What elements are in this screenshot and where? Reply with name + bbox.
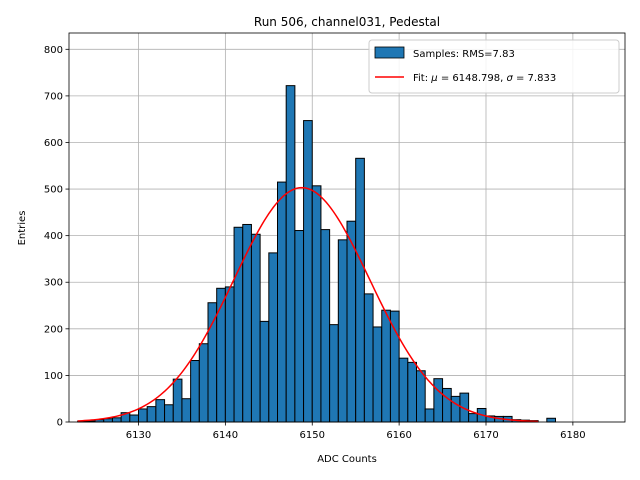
histogram-bar	[224, 286, 235, 423]
histogram-bar	[259, 320, 270, 423]
histogram-bar	[346, 220, 357, 423]
histogram-bar	[190, 360, 200, 423]
histogram-bar	[468, 413, 478, 423]
y-tick-label: 700	[44, 91, 63, 102]
histogram-bar	[242, 223, 252, 423]
histogram-bar	[277, 181, 287, 423]
x-tick-label: 6140	[213, 430, 238, 441]
histogram-bar	[198, 343, 209, 423]
histogram-bar	[424, 408, 435, 423]
legend-fit-sigma-symbol: σ	[506, 73, 513, 84]
histogram-bar	[138, 408, 148, 423]
histogram-bar	[311, 185, 322, 423]
x-axis-ticks: 6130 6140 6150 6160 6170 6180	[126, 422, 586, 441]
histogram-bar	[372, 326, 383, 423]
x-tick-label: 6170	[473, 430, 498, 441]
legend-box	[368, 39, 620, 94]
legend-fit-mu-symbol: μ	[430, 73, 437, 84]
histogram-bar	[207, 302, 218, 423]
histogram-bars	[77, 85, 556, 423]
histogram-bar	[285, 85, 296, 423]
histogram-bar	[250, 233, 261, 423]
y-tick-label: 0	[57, 418, 63, 429]
histogram-bar	[268, 252, 278, 423]
histogram-bar	[546, 417, 556, 423]
histogram-bar	[416, 370, 426, 423]
x-tick-label: 6160	[386, 430, 411, 441]
y-tick-label: 800	[44, 45, 63, 56]
histogram-bar	[103, 418, 113, 423]
histogram-bar	[294, 230, 305, 423]
x-tick-label: 6150	[300, 430, 325, 441]
histogram-bar	[146, 406, 157, 423]
histogram-bar	[320, 229, 331, 423]
histogram-bar	[216, 287, 226, 423]
histogram-bar	[355, 157, 365, 423]
histogram-bar	[303, 120, 313, 423]
histogram-bar	[389, 310, 400, 423]
legend-fit-prefix: Fit:	[413, 73, 431, 84]
y-axis-label: Entries	[17, 211, 28, 246]
histogram-bar	[407, 361, 417, 423]
histogram-bar	[442, 387, 452, 423]
fit-curve	[77, 186, 539, 423]
histogram-bar	[398, 357, 409, 423]
y-tick-label: 200	[44, 324, 63, 335]
x-tick-label: 6130	[126, 430, 151, 441]
legend-fit-sigma-value: = 7.833	[513, 73, 556, 84]
histogram-bar	[172, 378, 183, 423]
histogram-bar	[433, 378, 444, 423]
legend-hist-swatch	[374, 46, 405, 59]
legend-fit-label: Fit: μ = 6148.798, σ = 7.833	[413, 73, 556, 84]
y-tick-label: 600	[44, 138, 63, 149]
histogram-bar	[381, 309, 391, 423]
y-tick-label: 100	[44, 371, 63, 382]
histogram-bar	[111, 417, 122, 423]
x-tick-label: 6180	[560, 430, 585, 441]
x-axis-label: ADC Counts	[317, 454, 377, 465]
legend: Samples: RMS=7.83 Fit: μ = 6148.798, σ =…	[368, 39, 620, 94]
histogram-bar	[329, 324, 339, 423]
histogram-bar	[129, 414, 139, 423]
histogram-bar	[155, 399, 166, 423]
y-axis-ticks: 0 100 200 300 400 500 600 700 800	[44, 45, 69, 429]
histogram-bar	[450, 395, 461, 423]
histogram-bar	[233, 226, 244, 423]
legend-fit-mu-value: = 6148.798,	[438, 73, 507, 84]
histogram-bar	[164, 404, 174, 423]
plot-frame	[68, 32, 626, 423]
histogram-bar	[181, 398, 192, 423]
legend-hist-label: Samples: RMS=7.83	[413, 49, 515, 60]
y-tick-label: 500	[44, 185, 63, 196]
histogram-bar	[337, 239, 348, 423]
y-tick-label: 400	[44, 231, 63, 242]
histogram-bar	[363, 293, 374, 423]
y-tick-label: 300	[44, 278, 63, 289]
chart-title: Run 506, channel031, Pedestal	[254, 15, 440, 29]
